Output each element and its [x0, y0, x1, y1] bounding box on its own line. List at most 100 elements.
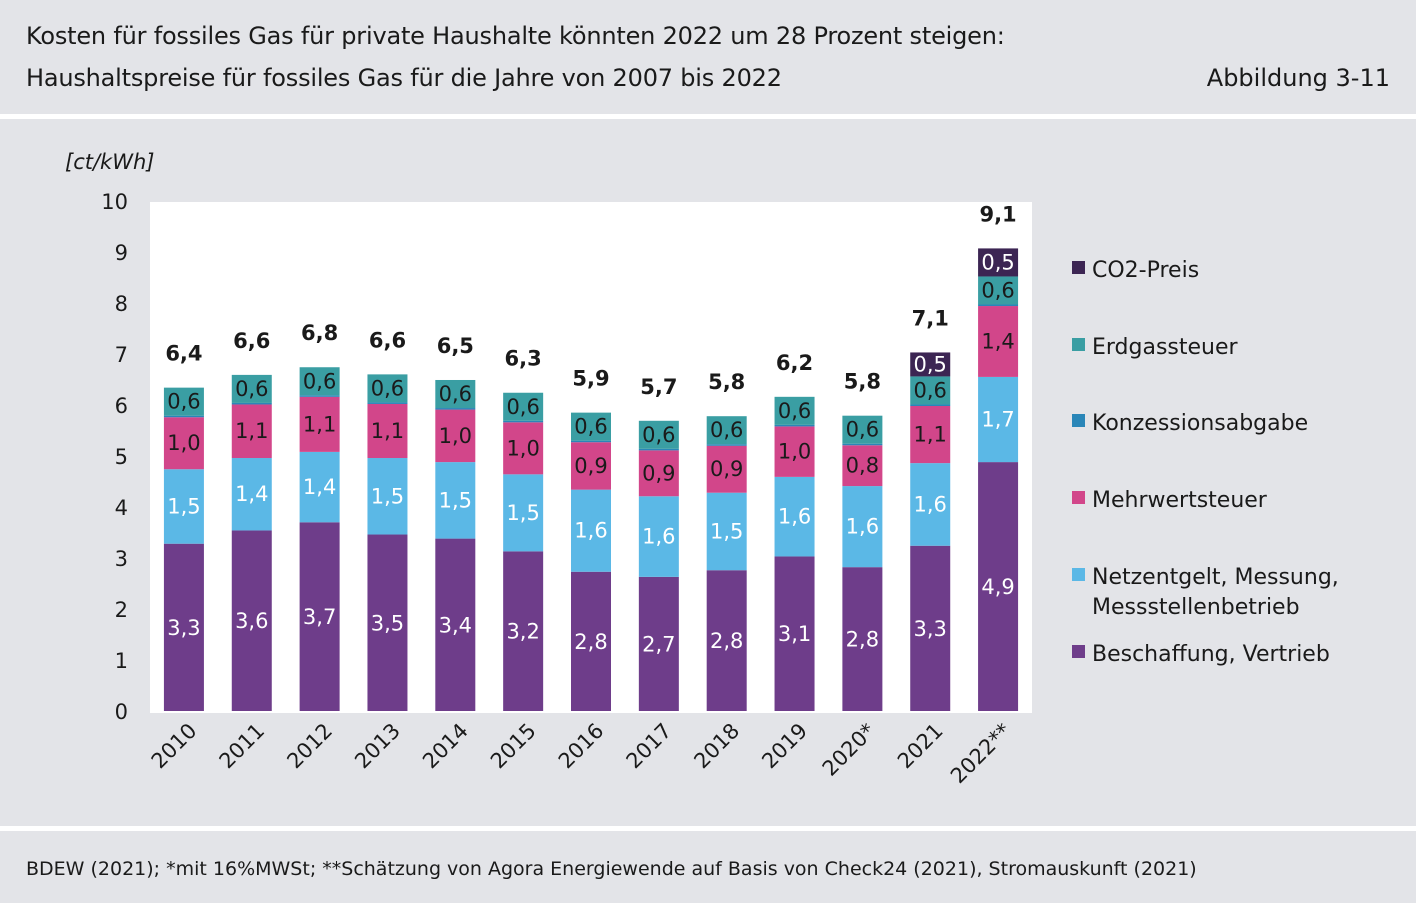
bar-segment	[774, 396, 815, 425]
bar-segment	[299, 367, 340, 396]
bar-segment	[571, 440, 611, 443]
data-label: 3,3	[167, 616, 200, 640]
data-label: 1,4	[981, 329, 1014, 353]
legend-label: Netzentgelt, Messung,	[1092, 565, 1339, 590]
legend-label: Konzessionsabgabe	[1092, 411, 1308, 436]
data-label: 1,4	[235, 482, 268, 506]
bar-segment	[435, 408, 476, 410]
data-label: 1,5	[710, 519, 743, 543]
data-label: 0,6	[303, 369, 336, 393]
bar-segment	[299, 396, 340, 452]
bottom-divider	[0, 826, 1416, 831]
total-label: 9,1	[979, 202, 1016, 226]
bar-segment	[163, 417, 204, 470]
legend-label: Messstellenbetrieb	[1092, 595, 1300, 620]
bar-segment	[571, 442, 611, 490]
data-label: 1,4	[303, 475, 336, 499]
data-label: 3,1	[778, 622, 811, 646]
bar-segment	[571, 571, 611, 712]
bar-segment	[978, 306, 1019, 377]
total-label: 6,8	[301, 321, 338, 345]
bar-segment	[367, 402, 408, 404]
data-label: 1,1	[914, 423, 947, 447]
x-tick-label: 2019	[757, 719, 812, 774]
bar-segment	[231, 458, 272, 531]
data-label: 0,6	[235, 377, 268, 401]
data-label: 0,8	[846, 454, 879, 478]
bar-segment	[910, 404, 951, 406]
y-tick-label: 6	[115, 394, 128, 418]
legend-swatch	[1072, 491, 1085, 504]
top-divider	[0, 114, 1416, 119]
bar-segment	[503, 392, 544, 421]
total-label: 5,8	[844, 370, 881, 394]
x-tick-label: 2014	[418, 719, 473, 774]
data-label: 1,1	[303, 412, 336, 436]
total-label: 6,6	[233, 329, 270, 353]
x-tick-label: 2012	[282, 719, 337, 774]
bar-segment	[910, 406, 951, 464]
bar-segment	[978, 462, 1019, 712]
total-label: 6,6	[369, 328, 406, 352]
bar-segment	[163, 415, 204, 418]
data-label: 1,0	[778, 440, 811, 464]
bar-segment	[299, 451, 340, 523]
legend-label: CO2-Preis	[1092, 258, 1199, 283]
bar-segment	[299, 522, 340, 712]
data-label: 1,1	[371, 419, 404, 443]
bar-segment	[163, 543, 204, 712]
bar-segment	[978, 376, 1019, 463]
bar-segment	[774, 426, 815, 477]
bar-segment	[842, 443, 883, 446]
data-label: 0,9	[642, 461, 675, 485]
data-label: 2,7	[642, 632, 675, 656]
x-tick-label: 2021	[893, 719, 948, 774]
bar-segment	[435, 462, 476, 539]
data-label: 0,6	[846, 418, 879, 442]
data-label: 0,9	[574, 454, 607, 478]
bar-segment	[571, 412, 611, 441]
data-label: 3,6	[235, 609, 268, 633]
bar-segment	[910, 545, 951, 712]
source-note: BDEW (2021); *mit 16%MWSt; **Schätzung v…	[26, 858, 1197, 880]
x-tick-label: 2011	[215, 719, 270, 774]
bar-segment	[774, 556, 815, 712]
bar-segment	[231, 374, 272, 403]
bar-segment	[367, 458, 408, 535]
data-label: 2,8	[710, 629, 743, 653]
legend-swatch	[1072, 414, 1085, 427]
data-label: 0,6	[710, 418, 743, 442]
bar-segment	[706, 416, 747, 445]
y-axis-label: [ct/kWh]	[65, 150, 154, 174]
bar-segment	[706, 492, 747, 571]
total-label: 7,1	[912, 306, 949, 330]
legend-swatch	[1072, 261, 1085, 274]
data-label: 0,6	[642, 423, 675, 447]
bar-segment	[435, 379, 476, 409]
legend-swatch	[1072, 568, 1085, 581]
data-label: 0,6	[778, 399, 811, 423]
data-label: 0,6	[167, 390, 200, 414]
bar-segment	[503, 420, 544, 423]
data-label: 0,5	[981, 250, 1014, 274]
data-label: 3,2	[506, 620, 539, 644]
data-label: 0,6	[371, 376, 404, 400]
data-label: 1,5	[167, 494, 200, 518]
bar-segment	[638, 576, 679, 712]
data-label: 1,6	[574, 519, 607, 543]
chart-subtitle: Haushaltspreise für fossiles Gas für die…	[26, 64, 782, 92]
data-label: 3,5	[371, 611, 404, 635]
bar-segment	[231, 402, 272, 405]
data-label: 2,8	[846, 628, 879, 652]
bar-segment	[774, 476, 815, 557]
total-label: 5,7	[640, 375, 677, 399]
data-label: 4,9	[981, 575, 1014, 599]
data-label: 1,0	[167, 431, 200, 455]
bar-segment	[910, 463, 951, 546]
bar-segment	[638, 450, 679, 497]
data-label: 0,6	[506, 395, 539, 419]
bar-segment	[842, 486, 883, 568]
y-tick-label: 1	[115, 649, 128, 673]
chart-title: Kosten für fossiles Gas für private Haus…	[26, 22, 1005, 50]
data-label: 1,5	[439, 488, 472, 512]
